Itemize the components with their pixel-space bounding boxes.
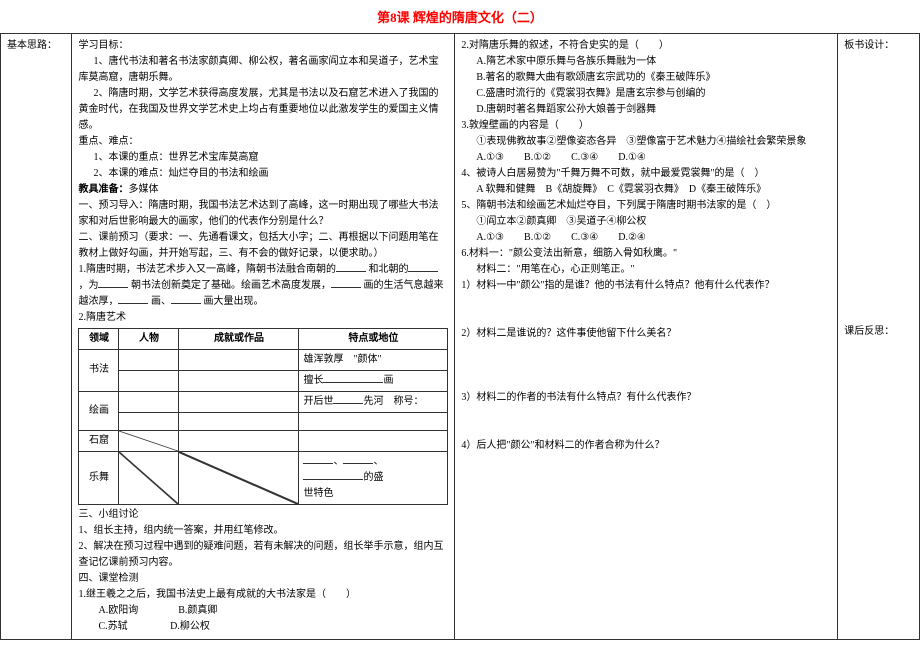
cell-painting: 绘画 [79,391,119,430]
q3o: ①表现佛教故事②塑像姿态各异 ③塑像富于艺术魅力④描绘社会繁荣景象 [461,134,831,150]
q1-opts-cd: C.苏轼 D.柳公权 [78,619,448,635]
cell: 擅长画 [299,370,448,391]
goal-1: 1、唐代书法和著名书法家颜真卿、柳公权，著名画家阎立本和吴道子，艺术宝库莫高窟，… [78,54,448,86]
q5: 5、隋朝书法和绘画艺术灿烂夺目，下列属于隋唐时期书法家的是（ ） [461,198,831,214]
cell [119,370,179,391]
q3-opts: A.①③ B.①② C.③④ D.①④ [461,150,831,166]
section-1: 一、预习导入：隋唐时期，我国书法艺术达到了高峰，这一时期出现了哪些大书法家和对后… [78,198,448,230]
s3-1: 1、组长主持，组内统一答案，并用红笔修改。 [78,523,448,539]
content-col-2: 2.对隋唐乐舞的叙述，不符合史实的是（ ） A.隋艺术家中原乐舞与各族乐舞融为一… [455,33,838,639]
q4-opts: A 软舞和健舞 B《胡旋舞》 C《霓裳羽衣舞》 D《秦王破阵乐》 [461,182,831,198]
cell [179,430,299,451]
q2b: B.著名的歌舞大曲有歌颂唐玄宗武功的《秦王破阵乐》 [461,70,831,86]
sq4: 4）后人把"颜公"和材料二的作者合称为什么？ [461,438,831,454]
right-label-top: 板书设计： [844,38,913,54]
cell [299,412,448,430]
tool-header: 教具准备： [78,184,128,195]
right-margin-cell: 板书设计： 课后反思： [838,33,920,639]
s2-p1: 1.隋唐时期，书法艺术步入又一高峰，隋朝书法融合南朝的 和北朝的 ，为 朝书法创… [78,262,448,310]
section-4-header: 四、课堂检测 [78,571,448,587]
cell: 雄浑敦厚 "颜体" [299,349,448,370]
page-title: 第8课 辉煌的隋唐文化（二） [0,0,920,33]
q6b: 材料二："用笔在心，心正则笔正。" [461,262,831,278]
cell [119,391,179,412]
s3-2: 2、解决在预习过程中遇到的疑难问题，若有未解决的问题，组长举手示意，组内互查记忆… [78,539,448,571]
keypoint-1: 1、本课的重点：世界艺术宝库莫高窟 [78,150,448,166]
sq2: 2）材料二是谁说的？这件事使他留下什么美名？ [461,326,831,342]
cell [179,349,299,370]
cell [119,349,179,370]
cell-diag [119,451,179,504]
section-3-header: 三、小组讨论 [78,507,448,523]
goal-2: 2、隋唐时期，文学艺术获得高度发展，尤其是书法以及石窟艺术进入了我国的黄金时代，… [78,86,448,134]
sq3: 3）材料二的作者的书法有什么特点？有什么代表作？ [461,390,831,406]
s2-p2: 2.隋唐艺术 [78,310,448,326]
q1-opts-ab: A.欧阳询 B.颜真卿 [78,603,448,619]
cell-diag [119,430,179,451]
tool-line: 教具准备：多媒体 [78,182,448,198]
q2a: A.隋艺术家中原乐舞与各族乐舞融为一体 [461,54,831,70]
cell-grotto: 石窟 [79,430,119,451]
section-2-header: 二、课前预习（要求：一、先通看课文，包括大小字；二、再根据以下问题用笔在教材上做… [78,230,448,262]
cell [179,391,299,412]
th-domain: 领域 [79,328,119,349]
q5-opts: A.①③ B.①② C.③④ D.②④ [461,230,831,246]
th-work: 成就或作品 [179,328,299,349]
cell: 、、的盛世特色 [299,451,448,504]
cell [119,412,179,430]
th-feature: 特点或地位 [299,328,448,349]
th-person: 人物 [119,328,179,349]
q2: 2.对隋唐乐舞的叙述，不符合史实的是（ ） [461,38,831,54]
q6a: 6.材料一："颜公变法出新意，细筋入骨如秋鹰。" [461,246,831,262]
keypoint-header: 重点、难点： [78,134,448,150]
cell [299,430,448,451]
q2c: C.盛唐时流行的《霓裳羽衣舞》是唐玄宗参与创编的 [461,86,831,102]
right-label-bottom: 课后反思： [844,324,913,340]
cell-calligraphy: 书法 [79,349,119,391]
keypoint-2: 2、本课的难点：灿烂夺目的书法和绘画 [78,166,448,182]
cell-music: 乐舞 [79,451,119,504]
tool-value: 多媒体 [128,184,158,195]
content-col-1: 学习目标： 1、唐代书法和著名书法家颜真卿、柳公权，著名画家阎立本和吴道子，艺术… [72,33,455,639]
q4: 4、被诗人白居易赞为"千舞万舞不可数，就中最爱霓裳舞"的是（ ） [461,166,831,182]
q1: 1.继王羲之之后，我国书法史上最有成就的大书法家是（ ） [78,587,448,603]
cell: 开后世先河 称号： [299,391,448,412]
left-label: 基本思路： [7,38,65,54]
cell-diag [179,451,299,504]
layout-table: 基本思路： 学习目标： 1、唐代书法和著名书法家颜真卿、柳公权，著名画家阎立本和… [0,33,920,640]
cell [179,412,299,430]
cell [179,370,299,391]
sq1: 1）材料一中"颜公"指的是谁？他的书法有什么特点？他有什么代表作？ [461,278,831,294]
art-table: 领域 人物 成就或作品 特点或地位 书法 雄浑敦厚 "颜体" 擅长画 绘画 开后… [78,328,448,505]
q5o: ①阎立本②颜真卿 ③吴道子④柳公权 [461,214,831,230]
q2d: D.唐朝时著名舞蹈家公孙大娘善于剑器舞 [461,102,831,118]
goal-header: 学习目标： [78,38,448,54]
left-margin-cell: 基本思路： [1,33,72,639]
q3: 3.敦煌壁画的内容是（ ） [461,118,831,134]
